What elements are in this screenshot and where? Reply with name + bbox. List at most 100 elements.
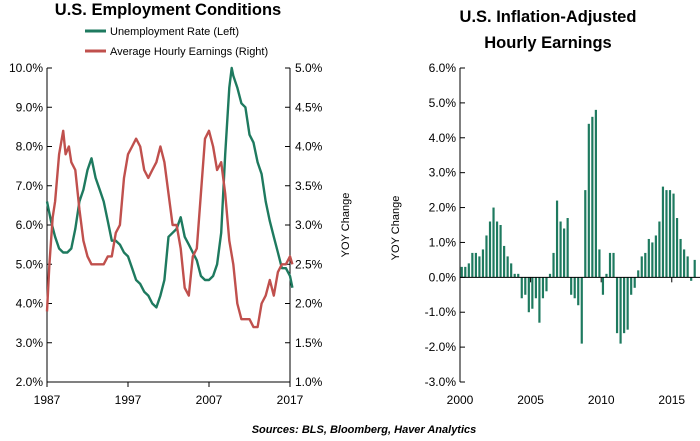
real-earnings-bar	[647, 238, 650, 278]
employment-x-ticks: 1987 1997 2007 2017	[34, 382, 304, 407]
real-earnings-bar	[520, 277, 523, 299]
bar-y-tick-label: 3.0%	[429, 166, 457, 180]
real-earnings-bar	[566, 218, 569, 278]
real-earnings-bar	[541, 277, 545, 299]
real-earnings-title-line-2: Hourly Earnings	[484, 34, 611, 52]
real-earnings-bar	[587, 123, 590, 278]
real-earnings-bar	[612, 252, 615, 278]
x-axis-tick-label: 2017	[277, 393, 304, 407]
real-earnings-bar	[495, 221, 499, 278]
legend-label-earnings: Average Hourly Earnings (Right)	[110, 46, 268, 58]
real-earnings-bar	[654, 235, 657, 278]
real-earnings-bar	[563, 228, 566, 278]
real-earnings-bar	[661, 186, 665, 278]
real-earnings-bar	[619, 277, 622, 344]
real-earnings-bar	[584, 190, 587, 278]
left-axis-tick-label: 10.0%	[9, 61, 43, 75]
real-earnings-bar	[577, 277, 580, 306]
real-earnings-bar	[601, 277, 605, 295]
left-axis-tick-label: 3.0%	[16, 336, 44, 350]
real-earnings-y-ticks: -3.0% -2.0% -1.0% 0.0% 1.0% 2.0% 3.0% 4.0% 5.0% 6…	[425, 61, 465, 389]
unemployment-rate-line	[45, 66, 294, 309]
real-earnings-bar	[658, 221, 661, 278]
real-earnings-bar	[679, 238, 682, 278]
real-earnings-bar	[524, 277, 527, 295]
legend-label-unemployment: Unemployment Rate (Left)	[110, 26, 239, 38]
real-earnings-bar	[552, 252, 555, 278]
real-earnings-bar	[605, 273, 608, 278]
real-earnings-bar	[668, 190, 672, 278]
right-axis-tick-label: 4.5%	[295, 100, 323, 114]
real-earnings-bar	[503, 245, 506, 278]
x-axis-tick-label: 1997	[115, 393, 142, 407]
real-earnings-y-axis-title: YOY Change	[390, 196, 402, 261]
bar-x-tick-label: 2005	[517, 393, 544, 407]
bar-x-tick-label: 2000	[447, 393, 474, 407]
real-earnings-bar	[608, 252, 612, 278]
right-axis-tick-label: 3.5%	[295, 179, 323, 193]
employment-left-ticks: 2.0% 3.0% 4.0% 5.0% 6.0% 7.0% 8.0% 9.0% 10.0%	[9, 61, 52, 389]
real-earnings-bar	[640, 256, 643, 278]
bar-y-tick-label: 2.0%	[429, 201, 457, 215]
real-earnings-bar	[460, 266, 463, 278]
real-earnings-bar	[499, 225, 502, 278]
real-earnings-bar	[538, 277, 541, 323]
employment-right-axis-title: YOY Change	[340, 193, 352, 258]
left-axis-tick-label: 9.0%	[16, 100, 44, 114]
real-earnings-bar	[506, 256, 509, 278]
real-earnings-bar	[580, 277, 583, 344]
right-axis-tick-label: 3.0%	[295, 218, 323, 232]
real-earnings-bar	[527, 277, 530, 313]
real-earnings-bar	[548, 273, 552, 278]
real-earnings-bar	[485, 235, 488, 278]
real-earnings-bar	[683, 249, 686, 278]
employment-legend: Unemployment Rate (Left) Average Hourly …	[85, 26, 268, 58]
left-axis-tick-label: 6.0%	[16, 218, 44, 232]
bar-y-tick-label: 6.0%	[429, 61, 457, 75]
left-axis-tick-label: 4.0%	[16, 297, 44, 311]
real-earnings-bar	[665, 190, 668, 278]
real-earnings-bar	[623, 277, 626, 334]
real-earnings-bar	[672, 193, 675, 278]
employment-series	[45, 66, 294, 329]
real-earnings-title-line-1: U.S. Inflation-Adjusted	[460, 8, 637, 26]
bar-y-tick-label: 4.0%	[429, 131, 457, 145]
real-earnings-bar	[675, 218, 679, 278]
real-earnings-bar	[630, 277, 633, 295]
real-earnings-bar	[591, 116, 594, 278]
real-earnings-x-ticks: 2000 2005 2010 2015	[447, 277, 685, 407]
bar-y-tick-label: 0.0%	[429, 270, 457, 284]
real-earnings-bar	[598, 249, 601, 278]
right-axis-tick-label: 1.5%	[295, 336, 323, 350]
real-earnings-bar	[651, 242, 654, 278]
bar-x-tick-label: 2010	[588, 393, 615, 407]
real-earnings-bar	[637, 270, 640, 278]
average-hourly-earnings-line	[45, 129, 294, 329]
real-earnings-bar	[531, 277, 534, 309]
real-earnings-bar	[626, 277, 629, 330]
real-earnings-bar	[513, 273, 516, 278]
real-earnings-bar	[488, 221, 492, 278]
left-axis-tick-label: 5.0%	[16, 257, 44, 271]
real-earnings-bar	[686, 256, 689, 278]
employment-right-ticks: 1.0% 1.5% 2.0% 2.5% 3.0% 3.5% 4.0% 4.5% 5.0%	[285, 61, 323, 389]
bar-y-tick-label: 1.0%	[429, 235, 457, 249]
real-earnings-bar	[573, 277, 576, 299]
real-earnings-bar	[481, 249, 485, 278]
bar-y-tick-label: 5.0%	[429, 96, 457, 110]
bar-y-tick-label: -3.0%	[425, 375, 457, 389]
right-axis-tick-label: 5.0%	[295, 61, 323, 75]
real-earnings-bar	[693, 259, 696, 278]
left-axis-tick-label: 7.0%	[16, 179, 44, 193]
left-axis-tick-label: 2.0%	[16, 375, 44, 389]
right-axis-tick-label: 1.0%	[295, 375, 323, 389]
real-earnings-bar	[545, 277, 548, 292]
real-earnings-bar	[615, 277, 619, 334]
real-earnings-bar	[492, 207, 495, 278]
real-earnings-bar	[474, 252, 477, 278]
bar-x-tick-label: 2015	[658, 393, 685, 407]
right-axis-tick-label: 2.0%	[295, 297, 323, 311]
left-axis-tick-label: 8.0%	[16, 140, 44, 154]
real-earnings-bar	[471, 252, 474, 278]
